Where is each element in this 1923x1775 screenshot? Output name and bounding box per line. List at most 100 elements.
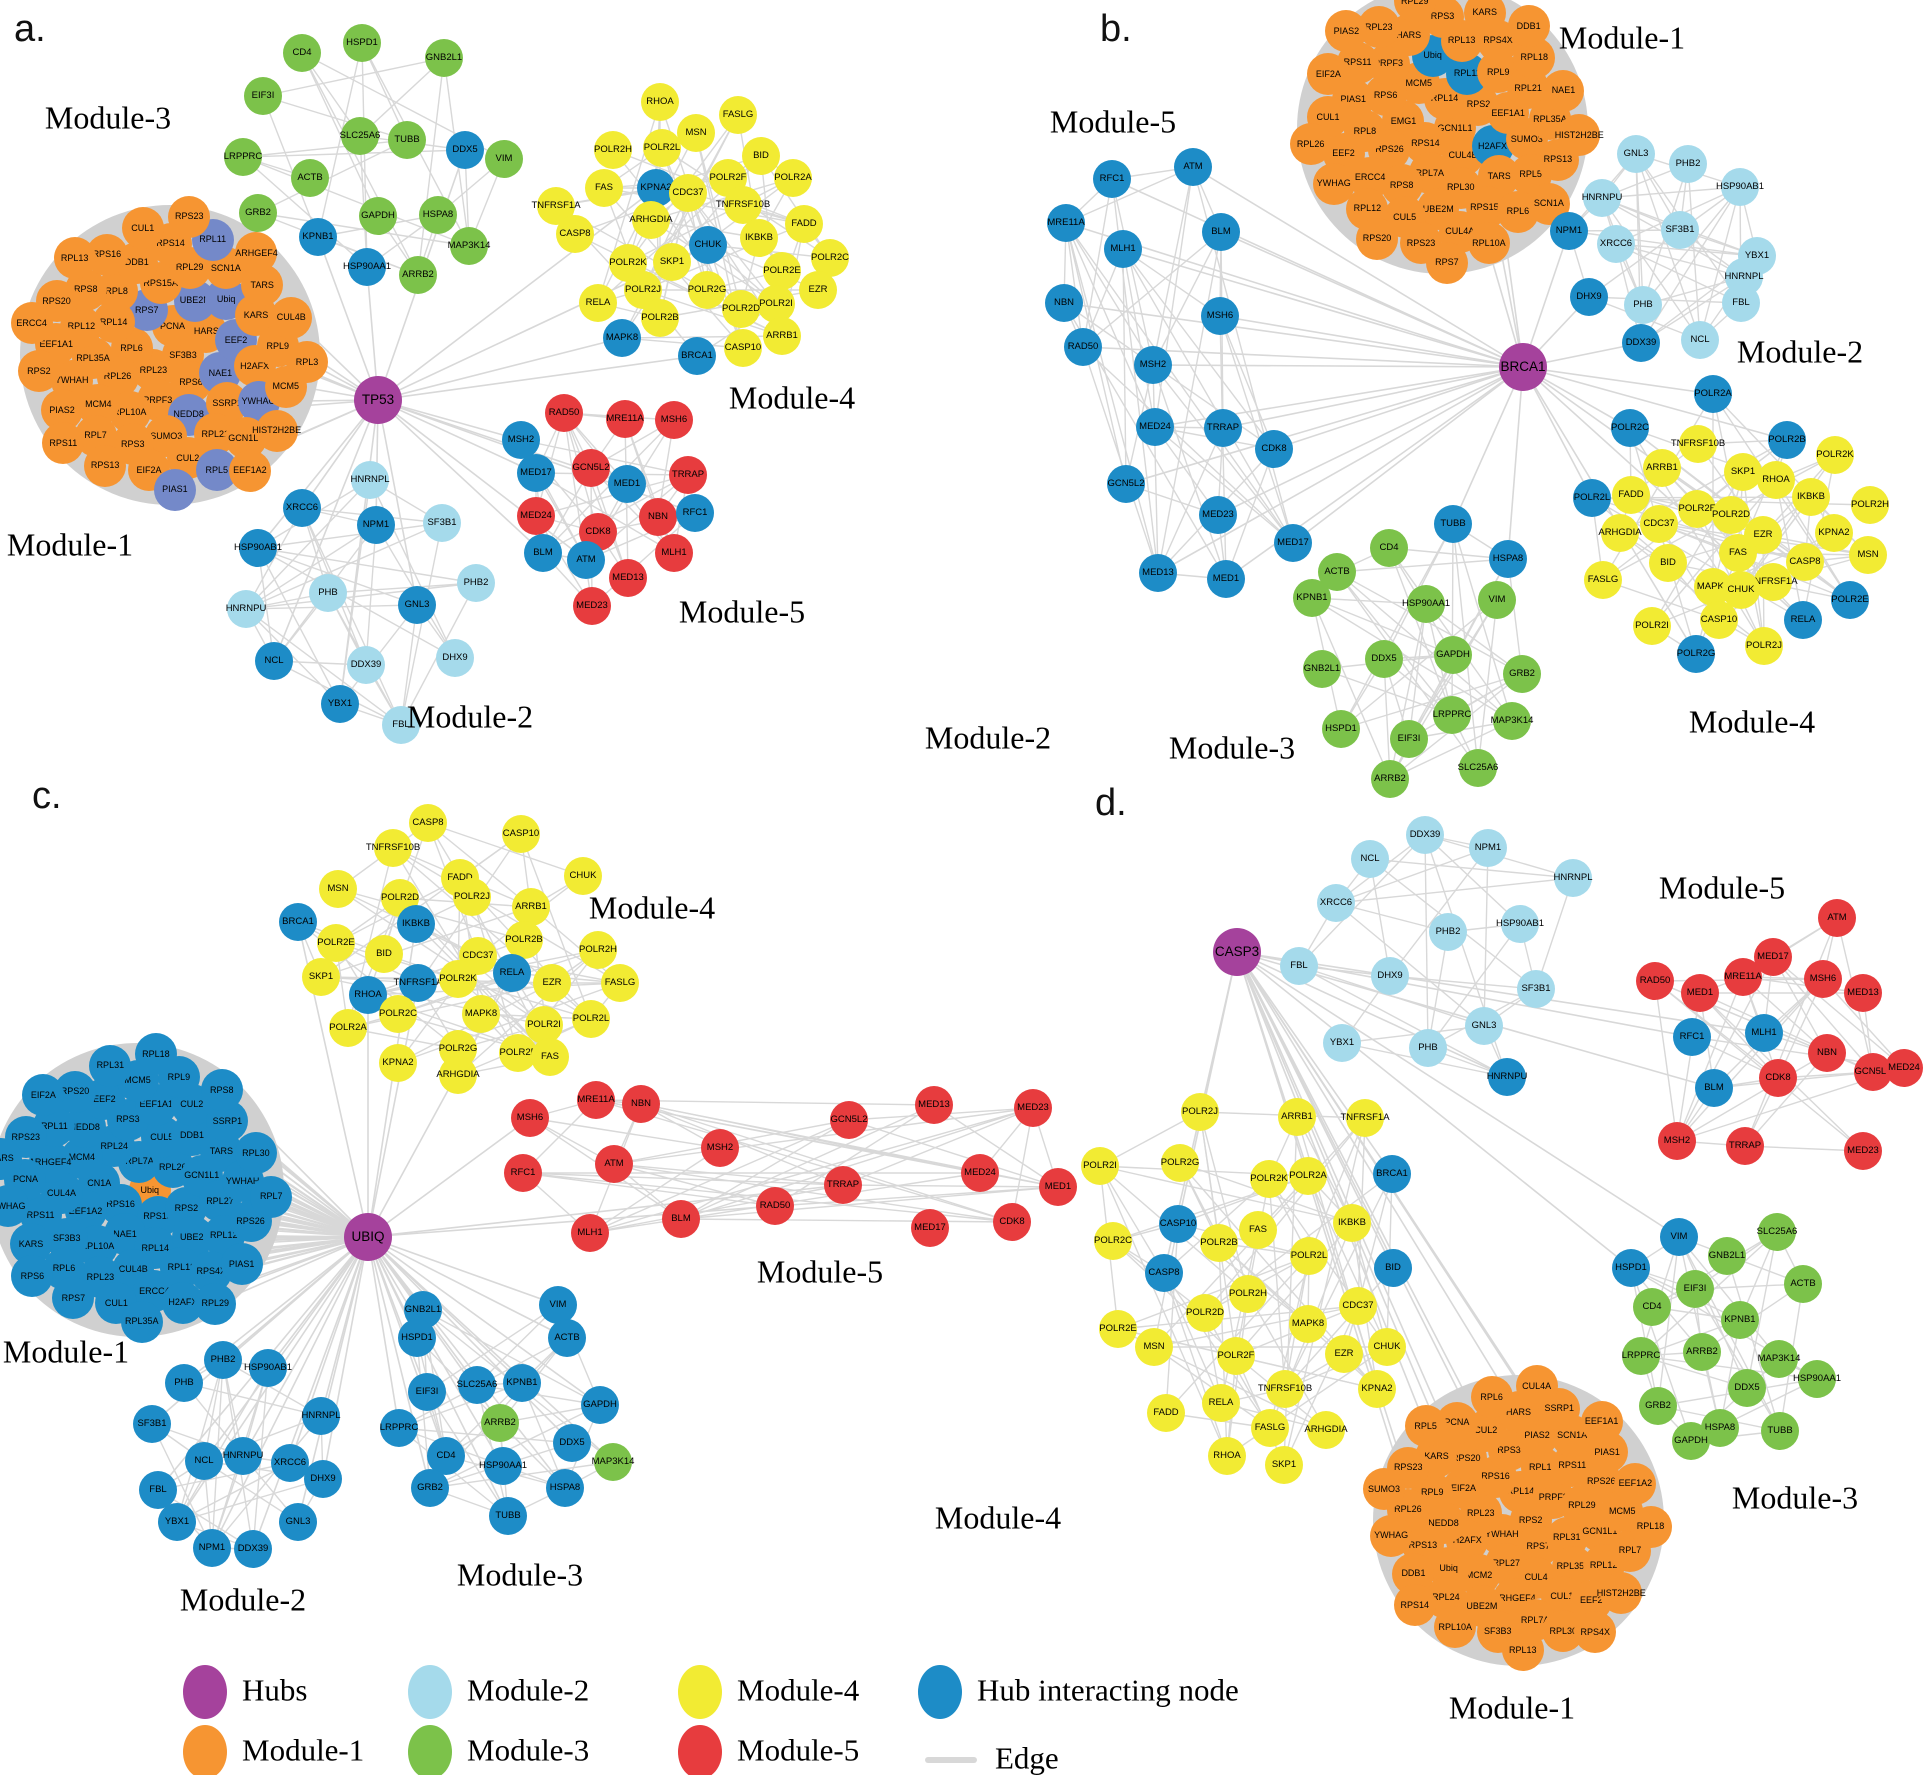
node-FADD[interactable]: FADD xyxy=(1612,476,1650,514)
node-BLM[interactable]: BLM xyxy=(1695,1069,1733,1107)
node-SF3B1[interactable]: SF3B1 xyxy=(423,504,461,542)
node-POLR2C[interactable]: POLR2C xyxy=(1094,1222,1132,1260)
node-MED1[interactable]: MED1 xyxy=(1207,560,1245,598)
node-MSH2[interactable]: MSH2 xyxy=(701,1129,739,1167)
node-RPL13[interactable]: RPL13 xyxy=(53,237,96,280)
hub-node-CASP3[interactable]: CASP3 xyxy=(1213,928,1261,976)
node-CDC37[interactable]: CDC37 xyxy=(1339,1287,1377,1325)
node-MAPK8[interactable]: MAPK8 xyxy=(1289,1305,1327,1343)
node-GNL3[interactable]: GNL3 xyxy=(1465,1007,1503,1045)
node-CDK8[interactable]: CDK8 xyxy=(1759,1059,1797,1097)
node-RPS23[interactable]: RPS23 xyxy=(168,195,211,238)
node-CHUK[interactable]: CHUK xyxy=(689,226,727,264)
node-POLR2C[interactable]: POLR2C xyxy=(379,995,417,1033)
node-RPL31[interactable]: RPL31 xyxy=(89,1044,132,1087)
node-POLR2K[interactable]: POLR2K xyxy=(1250,1160,1288,1198)
node-RPL29[interactable]: RPL29 xyxy=(194,1282,237,1325)
node-RHOA[interactable]: RHOA xyxy=(641,83,679,121)
node-DHX9[interactable]: DHX9 xyxy=(1371,957,1409,995)
node-MED23[interactable]: MED23 xyxy=(1014,1089,1052,1127)
node-CDK8[interactable]: CDK8 xyxy=(993,1203,1031,1241)
node-CASP10[interactable]: CASP10 xyxy=(1700,601,1738,639)
node-POLR2B[interactable]: POLR2B xyxy=(1768,421,1806,459)
node-ARRB2[interactable]: ARRB2 xyxy=(1371,760,1409,798)
node-ACTB[interactable]: ACTB xyxy=(1784,1265,1822,1303)
node-ARRB2[interactable]: ARRB2 xyxy=(399,256,437,294)
node-DDB1[interactable]: DDB1 xyxy=(1507,5,1550,48)
node-RPS14[interactable]: RPS14 xyxy=(1393,1584,1436,1627)
node-GNL3[interactable]: GNL3 xyxy=(398,586,436,624)
node-HNRNPU[interactable]: HNRNPU xyxy=(1582,179,1622,217)
node-EZR[interactable]: EZR xyxy=(1325,1335,1363,1373)
node-LRPPRC[interactable]: LRPPRC xyxy=(224,138,262,176)
node-KPNA2[interactable]: KPNA2 xyxy=(379,1044,417,1082)
node-BID[interactable]: BID xyxy=(742,137,780,175)
node-MSH2[interactable]: MSH2 xyxy=(1658,1122,1696,1160)
node-CDC37[interactable]: CDC37 xyxy=(669,174,707,212)
node-EEF1A2[interactable]: EEF1A2 xyxy=(1614,1462,1657,1505)
node-KPNB1[interactable]: KPNB1 xyxy=(503,1364,541,1402)
node-HSP90AA1[interactable]: HSP90AA1 xyxy=(1793,1360,1841,1398)
node-CUL1[interactable]: CUL1 xyxy=(121,207,164,250)
node-MAPK8[interactable]: MAPK8 xyxy=(462,995,500,1033)
node-DDX39[interactable]: DDX39 xyxy=(347,646,385,684)
node-POLR2J[interactable]: POLR2J xyxy=(1745,627,1783,665)
node-ARRB1[interactable]: ARRB1 xyxy=(1643,449,1681,487)
node-IKBKB[interactable]: IKBKB xyxy=(1792,478,1830,516)
node-ARHGDIA[interactable]: ARHGDIA xyxy=(1304,1411,1348,1449)
node-RPL18[interactable]: RPL18 xyxy=(1629,1505,1672,1548)
node-CASP8[interactable]: CASP8 xyxy=(556,215,594,253)
node-ARHGDIA[interactable]: ARHGDIA xyxy=(629,201,673,239)
node-POLR2C[interactable]: POLR2C xyxy=(1611,409,1649,447)
node-TNFRSF1A[interactable]: TNFRSF1A xyxy=(1748,563,1798,601)
node-DDX39[interactable]: DDX39 xyxy=(1622,324,1660,362)
node-MLH1[interactable]: MLH1 xyxy=(655,534,693,572)
node-FAS[interactable]: FAS xyxy=(1239,1211,1277,1249)
node-HNRNPL[interactable]: HNRNPL xyxy=(1553,859,1593,897)
node-NPM1[interactable]: NPM1 xyxy=(1550,212,1588,250)
node-CUL4A[interactable]: CUL4A xyxy=(1515,1365,1558,1408)
node-DDX5[interactable]: DDX5 xyxy=(1365,640,1403,678)
node-RPL7[interactable]: RPL7 xyxy=(250,1175,293,1218)
node-POLR2A[interactable]: POLR2A xyxy=(1694,375,1732,413)
node-PHB2[interactable]: PHB2 xyxy=(1669,145,1707,183)
node-PHB[interactable]: PHB xyxy=(1624,286,1662,324)
node-SKP1[interactable]: SKP1 xyxy=(302,958,340,996)
node-YWHAG[interactable]: YWHAG xyxy=(1370,1514,1413,1557)
node-MSN[interactable]: MSN xyxy=(677,114,715,152)
node-POLR2A[interactable]: POLR2A xyxy=(774,159,812,197)
node-MAP3K14[interactable]: MAP3K14 xyxy=(592,1443,634,1481)
node-LRPPRC[interactable]: LRPPRC xyxy=(380,1409,418,1447)
node-SF3B1[interactable]: SF3B1 xyxy=(1661,211,1699,249)
node-IKBKB[interactable]: IKBKB xyxy=(740,219,778,257)
node-POLR2K[interactable]: POLR2K xyxy=(1816,436,1854,474)
node-BLM[interactable]: BLM xyxy=(662,1200,700,1238)
node-SKP1[interactable]: SKP1 xyxy=(653,243,691,281)
node-CDK8[interactable]: CDK8 xyxy=(1255,430,1293,468)
node-ARRB2[interactable]: ARRB2 xyxy=(1683,1333,1721,1371)
node-EZR[interactable]: EZR xyxy=(533,964,571,1002)
node-HSPA8[interactable]: HSPA8 xyxy=(419,196,457,234)
node-RFC1[interactable]: RFC1 xyxy=(1673,1018,1711,1056)
node-RELA[interactable]: RELA xyxy=(1784,601,1822,639)
node-MED23[interactable]: MED23 xyxy=(1199,496,1237,534)
node-MRE11A[interactable]: MRE11A xyxy=(1724,958,1762,996)
node-RHOA[interactable]: RHOA xyxy=(1208,1437,1246,1475)
node-GNB2L1[interactable]: GNB2L1 xyxy=(425,39,463,77)
node-POLR2G[interactable]: POLR2G xyxy=(688,271,726,309)
node-EZR[interactable]: EZR xyxy=(799,271,837,309)
node-DDX39[interactable]: DDX39 xyxy=(1406,816,1444,854)
node-BRCA1[interactable]: BRCA1 xyxy=(279,903,317,941)
node-FADD[interactable]: FADD xyxy=(1147,1394,1185,1432)
node-ATM[interactable]: ATM xyxy=(1174,148,1212,186)
node-EEF1A2[interactable]: EEF1A2 xyxy=(228,449,271,492)
node-NCL[interactable]: NCL xyxy=(1681,321,1719,359)
node-POLR2G[interactable]: POLR2G xyxy=(1677,635,1715,673)
node-TRRAP[interactable]: TRRAP xyxy=(1726,1127,1764,1165)
node-CASP8[interactable]: CASP8 xyxy=(1786,543,1824,581)
node-FADD[interactable]: FADD xyxy=(785,205,823,243)
node-KPNA2[interactable]: KPNA2 xyxy=(1815,514,1853,552)
node-HSP90AB1[interactable]: HSP90AB1 xyxy=(244,1349,292,1387)
node-HSP90AB1[interactable]: HSP90AB1 xyxy=(1496,905,1544,943)
node-RPS8[interactable]: RPS8 xyxy=(200,1069,243,1112)
